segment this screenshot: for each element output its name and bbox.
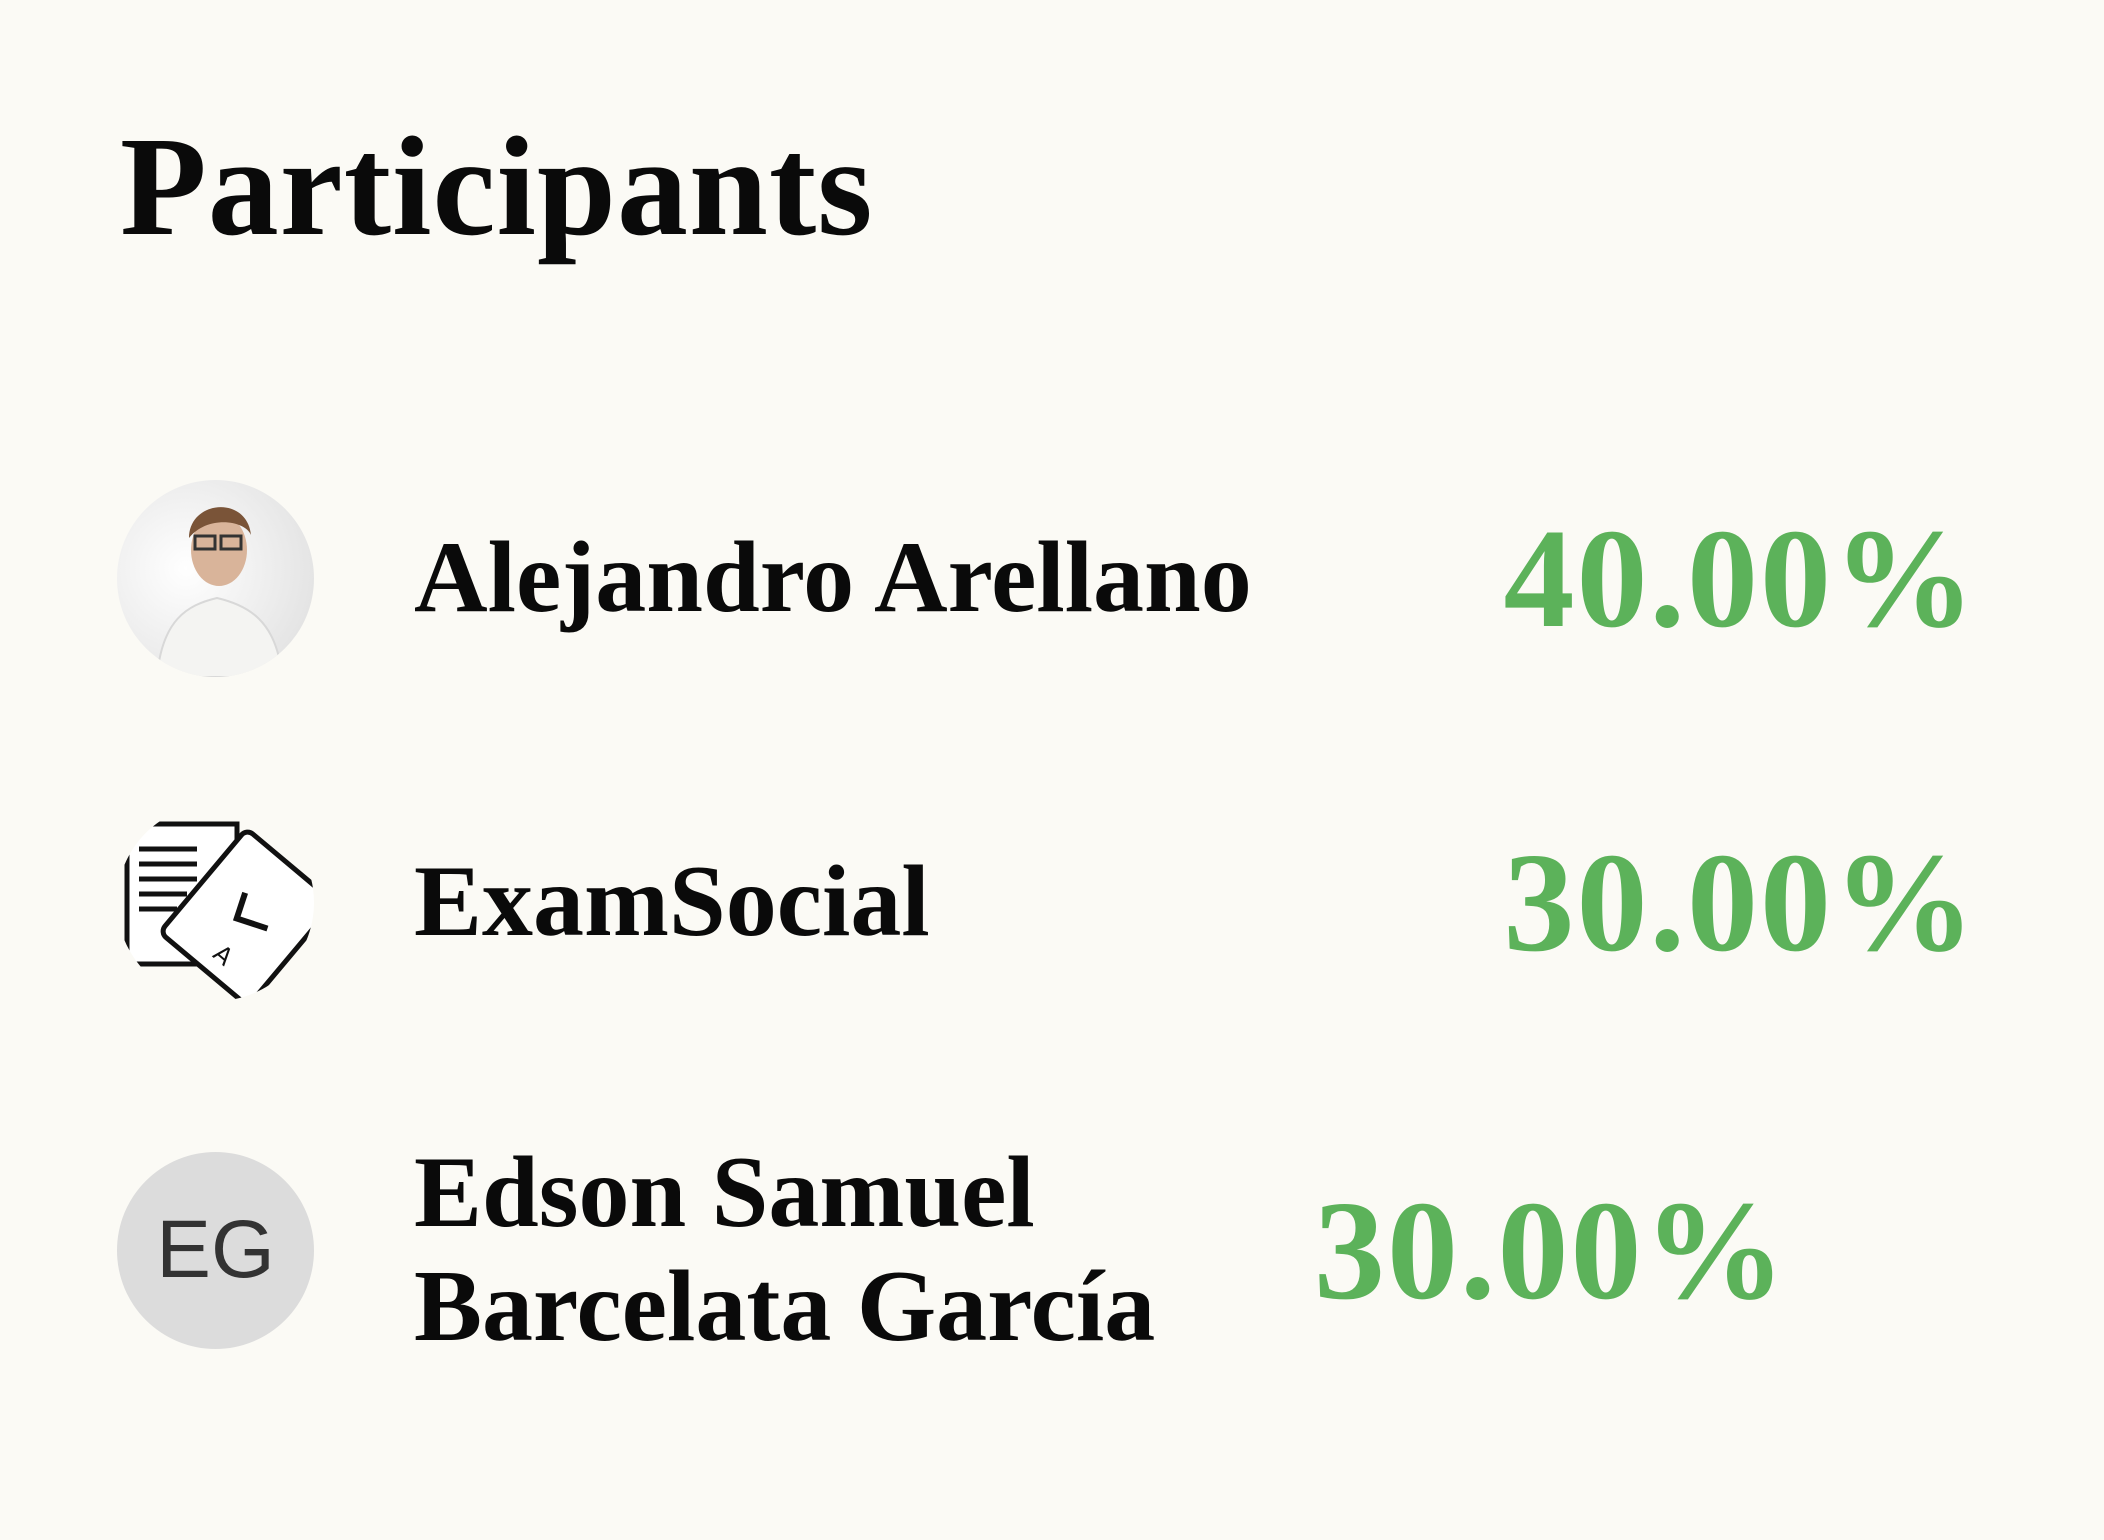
avatar-initials: EG [117, 1151, 314, 1349]
exam-documents-icon: A [124, 821, 314, 1001]
participant-percent: 30.00% [1503, 823, 1977, 981]
participant-name: Alejandro Arellano [414, 520, 1252, 634]
page-title: Participants [120, 107, 874, 265]
participant-percent: 30.00% [1314, 1171, 1788, 1329]
participant-row[interactable]: A ExamSocial 30.00% [117, 802, 1977, 1002]
participant-name: Edson Samuel Barcelata García [414, 1135, 1156, 1363]
avatar: A [117, 803, 314, 1001]
avatar [117, 479, 314, 677]
participant-row[interactable]: EG Edson Samuel Barcelata García 30.00% [117, 1136, 1977, 1363]
participant-percent: 40.00% [1503, 499, 1977, 657]
participant-name: ExamSocial [414, 844, 930, 958]
person-photo-icon [155, 506, 284, 677]
participant-row[interactable]: Alejandro Arellano 40.00% [117, 478, 1977, 678]
